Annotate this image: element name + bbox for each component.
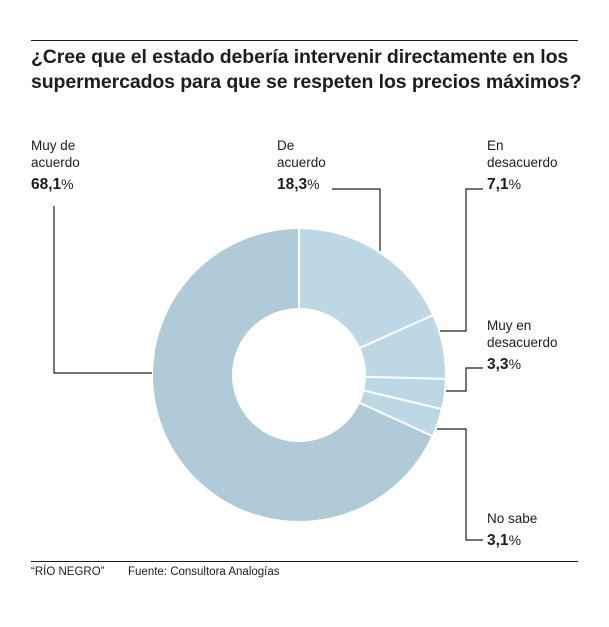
bottom-rule <box>31 561 578 562</box>
value-number: 18,3 <box>277 176 308 193</box>
connector-en-desacuerdo <box>440 188 483 332</box>
value-number: 3,3 <box>487 356 509 373</box>
chart-title: ¿Cree que el estado debería intervenir d… <box>31 46 582 93</box>
label-de-acuerdo: De acuerdo 18,3% <box>277 137 326 193</box>
label-muy-en-desacuerdo: Muy en desacuerdo 3,3% <box>487 317 558 373</box>
slice-en-desacuerdo <box>360 315 445 379</box>
label-muy-de-acuerdo: Muy de acuerdo 68,1% <box>31 137 80 193</box>
top-rule <box>31 40 578 41</box>
percent-symbol: % <box>61 176 74 192</box>
slice-separator <box>358 314 434 350</box>
connector-de-acuerdo <box>332 188 381 251</box>
slice-de-acuerdo <box>299 229 433 348</box>
slice-name: acuerdo <box>31 155 80 170</box>
value-number: 3,1 <box>487 532 509 549</box>
slice-value: 3,1% <box>487 532 537 549</box>
percent-symbol: % <box>307 176 320 192</box>
slice-name: Muy de <box>31 138 76 153</box>
value-number: 7,1 <box>487 176 509 193</box>
slice-name: En <box>487 138 504 153</box>
percent-symbol: % <box>508 356 522 372</box>
connector-no-sabe <box>437 428 483 541</box>
footer-credit: “RÍO NEGRO” <box>31 566 105 578</box>
slice-muy-en-desacuerdo <box>364 376 445 409</box>
connector-muy-de-acuerdo <box>53 206 152 374</box>
percent-symbol: % <box>508 532 522 548</box>
slice-value: 7,1% <box>487 176 558 193</box>
slice-name: desacuerdo <box>487 155 558 170</box>
label-no-sabe: No sabe 3,1% <box>487 510 537 549</box>
slice-name: Muy en <box>487 318 532 333</box>
connector-muy-en-desacuerdo <box>446 367 483 392</box>
slice-separator <box>364 375 446 380</box>
label-en-desacuerdo: En desacuerdo 7,1% <box>487 137 558 193</box>
slice-separator <box>362 389 443 411</box>
slice-value: 68,1% <box>31 176 80 193</box>
slice-value: 3,3% <box>487 356 558 373</box>
slice-name: acuerdo <box>277 155 326 170</box>
slice-value: 18,3% <box>277 176 326 193</box>
value-number: 68,1 <box>31 176 62 193</box>
slice-separator <box>358 401 434 438</box>
slice-name: De <box>277 138 295 153</box>
slice-no-sabe <box>359 390 442 436</box>
percent-symbol: % <box>508 176 522 192</box>
slice-muy-de-acuerdo <box>153 229 432 521</box>
footer-source: Fuente: Consultora Analogías <box>128 566 280 578</box>
slice-name: No sabe <box>487 511 538 526</box>
slice-name: desacuerdo <box>487 335 558 350</box>
